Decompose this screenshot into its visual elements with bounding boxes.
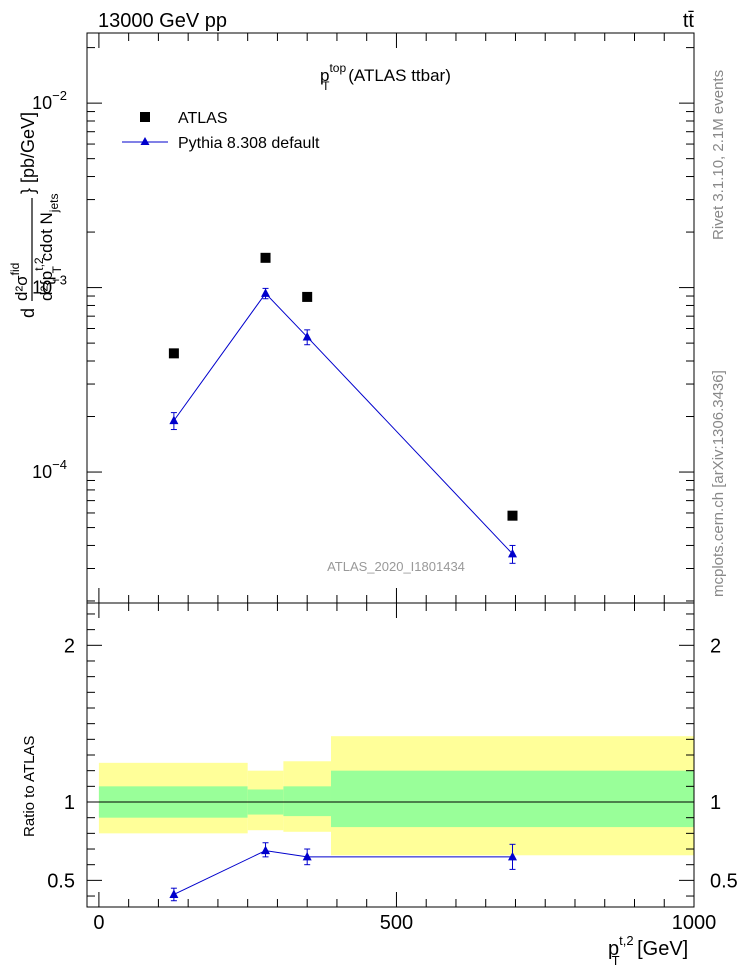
ratio-y-tick-label: 2 xyxy=(64,635,75,657)
ratio-x-tick-label: 0 xyxy=(93,912,104,934)
ratio-x-tick-label: 500 xyxy=(380,912,413,934)
ratio-panel: 0.5 0.5 1 1 2 2 0 500 1000 xyxy=(47,602,738,934)
atlas-point xyxy=(302,291,313,302)
atlas-point xyxy=(507,510,518,521)
main-y-tick-label: 10−2 xyxy=(32,88,67,113)
ratio-y-tick-label-right: 2 xyxy=(710,635,721,657)
legend-atlas-label: ATLAS xyxy=(178,110,228,127)
main-y-tick-label: 10−3 xyxy=(32,273,67,298)
svg-text:d²{pt,2T cdot Njets: d²{pt,2 T cdot Njets xyxy=(32,194,64,301)
pythia-series-line xyxy=(173,292,513,555)
ratio-point xyxy=(302,851,312,861)
rivet-version-label: Rivet 3.1.10, 2.1M events xyxy=(710,70,727,240)
ratio-point xyxy=(507,851,517,861)
ratio-point xyxy=(261,845,271,855)
svg-text:} [pb/GeV]: } [pb/GeV] xyxy=(18,112,38,194)
ratio-y-tick-label-right: 1 xyxy=(710,792,721,814)
ratio-y-tick-label: 1 xyxy=(64,792,75,814)
main-y-axis-label: d d²σfid d²{pt,2 T cdot Njets } [pb/GeV] xyxy=(8,112,64,318)
process-label: tt̄ xyxy=(683,10,695,32)
ratio-point xyxy=(169,889,179,898)
ratio-band-green xyxy=(330,770,694,828)
pythia-point xyxy=(302,331,312,341)
svg-text:d²σfid: d²σfid xyxy=(8,263,31,301)
mcplots-label: mcplots.cern.ch [arXiv:1306.3436] xyxy=(710,370,727,597)
main-panel: 10−2 10−3 10−4 ptop T (ATLAS ttbar) ATLAS P… xyxy=(32,32,695,604)
svg-text:d: d xyxy=(18,308,38,318)
pythia-point xyxy=(169,415,179,425)
ratio-band-green xyxy=(283,786,331,817)
ratio-y-tick-label: 0.5 xyxy=(47,870,75,892)
analysis-label: ATLAS_2020_I1801434 xyxy=(327,559,465,574)
atlas-point xyxy=(168,348,179,359)
pythia-point xyxy=(261,288,271,297)
energy-label: 13000 GeV pp xyxy=(98,10,227,32)
x-axis-label: pt,2 T [GeV] xyxy=(608,933,688,968)
legend-pythia-marker xyxy=(140,137,150,145)
plot-title: ptop T (ATLAS ttbar) xyxy=(320,61,451,93)
atlas-point xyxy=(260,252,271,263)
ratio-y-tick-label-right: 0.5 xyxy=(710,870,738,892)
legend: ATLAS Pythia 8.308 default xyxy=(122,110,320,152)
ratio-y-axis-label: Ratio to ATLAS xyxy=(21,736,38,837)
legend-pythia-label: Pythia 8.308 default xyxy=(178,135,320,152)
ratio-series-line xyxy=(173,850,513,895)
pythia-point xyxy=(507,548,517,558)
ratio-x-tick-label: 1000 xyxy=(672,912,717,934)
legend-atlas-marker xyxy=(140,112,150,122)
main-y-tick-label: 10−4 xyxy=(32,457,67,482)
